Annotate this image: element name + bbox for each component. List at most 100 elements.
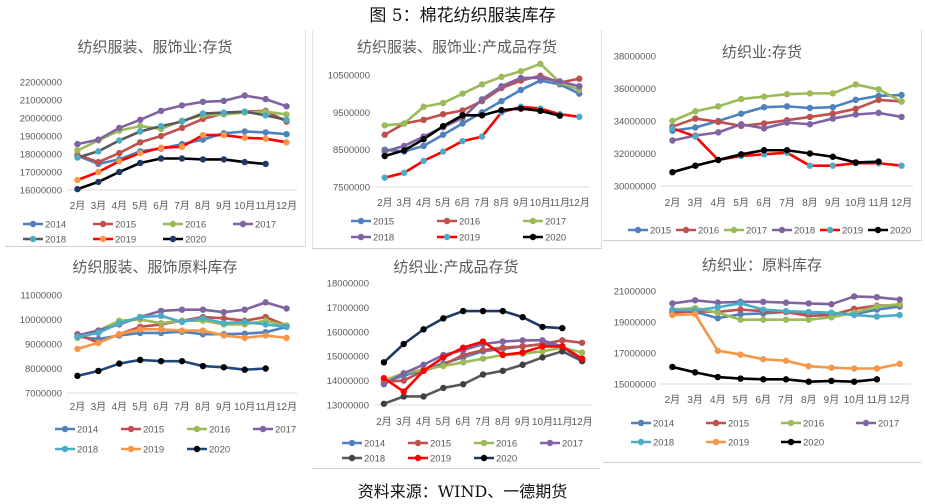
legend-swatch-marker [546, 439, 554, 447]
x-tick-label: 12月 [276, 401, 297, 413]
data-point-2020 [220, 156, 228, 163]
y-tick-label: 19000000 [614, 318, 656, 329]
y-tick-label: 8000000 [25, 364, 62, 375]
data-point-2017 [519, 337, 526, 344]
series-2016 [669, 300, 903, 323]
x-tick-label: 11月 [867, 394, 887, 406]
data-point-2020 [852, 159, 859, 166]
data-point-2019 [420, 157, 427, 165]
data-point-2019 [220, 131, 228, 139]
legend-swatch-marker [682, 226, 690, 234]
legend-swatch-marker [61, 445, 69, 453]
data-point-2016 [760, 120, 768, 127]
legend-item-2015: 2015 [408, 439, 451, 450]
y-tick-label: 11000000 [20, 291, 62, 302]
data-point-2018 [74, 333, 81, 340]
data-point-2018 [380, 400, 388, 407]
data-point-2016 [692, 115, 699, 122]
data-point-2019 [459, 137, 466, 145]
x-tick-label: 7月 [475, 416, 491, 428]
series-2019 [669, 311, 903, 372]
x-tick-label: 4月 [710, 394, 726, 406]
x-tick-label: 10月 [234, 200, 255, 212]
data-point-2019 [420, 367, 427, 375]
data-point-2018 [420, 393, 427, 400]
y-tick-label: 10000000 [20, 315, 62, 326]
data-point-2017 [400, 120, 408, 127]
figure-title: 图 5：棉花纺织服装库存 [369, 6, 556, 26]
data-point-2017 [95, 136, 102, 143]
y-tick-label: 20000000 [20, 114, 62, 125]
chart-panel-textile-finished-goods: 纺织业:产成品存货 13000000 14000000 15000000 1600000… [312, 250, 600, 469]
data-point-2020 [499, 307, 507, 315]
data-point-2014 [737, 311, 744, 318]
data-point-2020 [669, 168, 676, 176]
data-point-2017 [828, 300, 835, 308]
data-point-2017 [517, 68, 525, 75]
legend-swatch-marker [29, 235, 37, 243]
data-point-2020 [828, 377, 835, 385]
data-point-2016 [829, 110, 837, 117]
x-tick-label: 2月 [665, 394, 681, 406]
legend-swatch-marker [862, 419, 870, 427]
legend-label: 2016 [459, 217, 480, 228]
legend-swatch-marker [414, 454, 422, 462]
data-point-2015 [578, 339, 586, 346]
chart-title: 纺织业:产成品存货 [393, 258, 518, 276]
data-point-2016 [760, 316, 767, 323]
data-point-2020 [875, 158, 882, 165]
data-point-2018 [783, 119, 791, 126]
data-point-2018 [760, 306, 767, 313]
data-point-2017 [783, 90, 791, 98]
y-tick-label: 10500000 [328, 71, 370, 82]
legend-item-2019: 2019 [408, 454, 451, 465]
data-point-2015 [692, 124, 699, 131]
x-tick-label: 9月 [513, 197, 529, 209]
data-point-2017 [241, 306, 248, 313]
legend-label: 2016 [209, 425, 230, 436]
x-tick-label: 7月 [474, 197, 490, 209]
y-tick-label: 15000000 [614, 380, 656, 391]
x-tick-label: 5月 [435, 197, 451, 209]
data-point-2019 [737, 351, 744, 358]
data-point-2015 [459, 120, 466, 127]
series-line-2017 [671, 83, 903, 123]
legend-item-2020: 2020 [868, 226, 911, 237]
data-point-2018 [116, 319, 123, 327]
series-2019 [380, 338, 586, 395]
legend-label: 2018 [653, 438, 674, 449]
legend-swatch-marker [712, 438, 720, 446]
chart-title: 纺织业：原料库存 [702, 256, 822, 274]
data-point-2019 [873, 365, 881, 372]
chart-panel-apparel-raw-material: 纺织服装、服饰原料库存 7000000 8000000 9000000 10000000… [5, 250, 305, 470]
x-tick-label: 5月 [733, 197, 749, 209]
legend-swatch-marker [529, 217, 537, 225]
data-point-2019 [157, 144, 165, 151]
data-point-2018 [459, 381, 467, 388]
data-point-2020 [478, 112, 486, 119]
chart-apparel-finished-goods: 纺织服装、服饰业:产成品存货 7500000 8500000 9500000 10500… [328, 38, 590, 244]
x-tick-label: 12月 [276, 200, 297, 212]
data-point-2018 [898, 113, 905, 121]
data-point-2018 [829, 115, 837, 122]
data-point-2020 [136, 159, 144, 167]
legend-label: 2017 [255, 220, 276, 231]
data-point-2017 [829, 90, 837, 97]
data-point-2016 [806, 113, 814, 121]
data-point-2019 [380, 374, 388, 382]
data-point-2020 [178, 357, 186, 365]
data-point-2019 [806, 162, 814, 169]
data-point-2015 [737, 306, 744, 313]
data-point-2015 [498, 97, 505, 105]
legend-label: 2019 [430, 454, 451, 465]
data-point-2015 [420, 142, 427, 150]
data-point-2019 [136, 326, 144, 333]
legend-item-2017: 2017 [253, 425, 296, 436]
legend-item-2020: 2020 [163, 235, 206, 246]
x-tick-label: 7月 [174, 200, 190, 212]
data-point-2016 [136, 122, 144, 130]
data-point-2018 [178, 118, 186, 125]
legend-item-2015: 2015 [121, 425, 164, 436]
legend-swatch-marker [778, 226, 786, 234]
series-2019 [74, 131, 290, 184]
